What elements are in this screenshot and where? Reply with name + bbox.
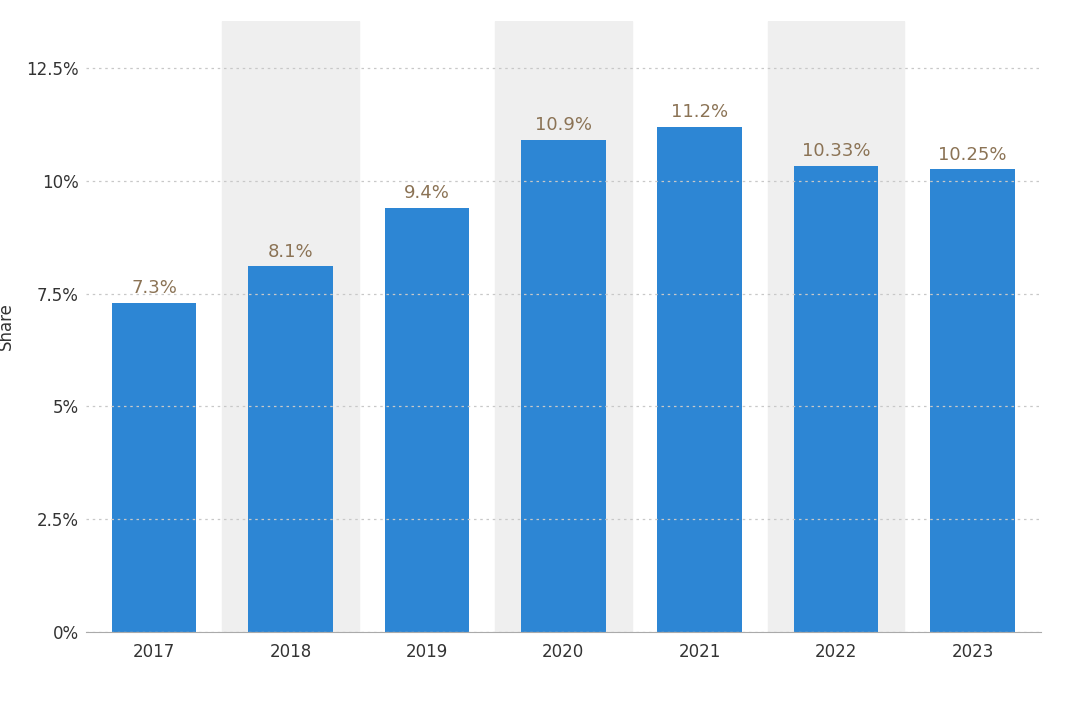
Text: 11.2%: 11.2% (672, 102, 729, 121)
Text: 7.3%: 7.3% (131, 279, 177, 297)
Text: 10.25%: 10.25% (939, 145, 1006, 164)
Bar (658, 126, 743, 632)
Bar (521, 140, 605, 632)
Text: 10.9%: 10.9% (534, 117, 592, 134)
Text: 9.4%: 9.4% (403, 184, 450, 202)
Bar (222, 21, 358, 632)
Bar (495, 21, 632, 632)
Text: 8.1%: 8.1% (267, 243, 313, 260)
Bar (112, 303, 196, 632)
Bar (794, 166, 879, 632)
Text: 10.33%: 10.33% (802, 142, 870, 160)
Bar (384, 208, 469, 632)
Bar (248, 267, 333, 632)
Bar (768, 21, 905, 632)
Y-axis label: Share: Share (0, 303, 15, 350)
Bar (930, 169, 1015, 632)
